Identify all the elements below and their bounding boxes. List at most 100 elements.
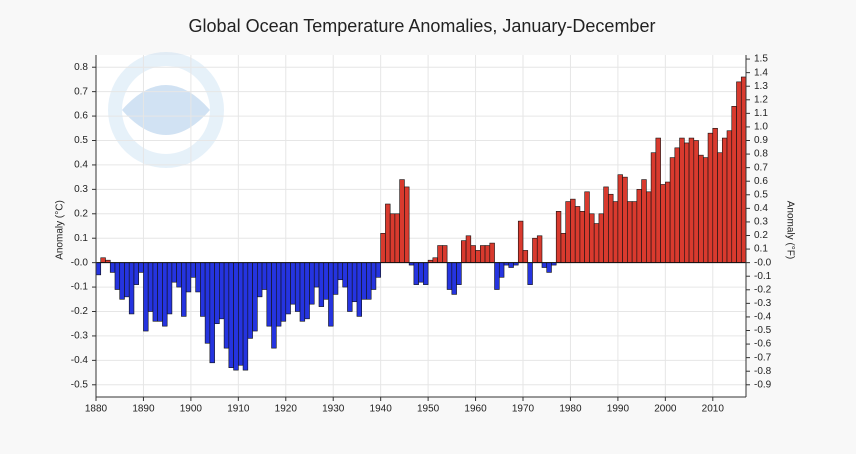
x-tick-label: 1950 <box>417 404 440 415</box>
bar <box>740 76 747 263</box>
x-tick-label: 1920 <box>275 404 298 415</box>
x-tick-label: 1990 <box>607 404 630 415</box>
y2-tick-label: -0.8 <box>754 366 772 377</box>
bar <box>389 213 396 263</box>
chart-title: Global Ocean Temperature Anomalies, Janu… <box>189 16 656 36</box>
y-tick-label: 0.4 <box>74 160 88 171</box>
y-tick-label: -0.0 <box>71 257 89 268</box>
bar <box>228 262 234 368</box>
bar <box>242 262 249 371</box>
y2-tick-label: -0.5 <box>754 325 772 336</box>
bar <box>313 262 320 288</box>
bar <box>631 201 638 263</box>
bar <box>641 179 647 263</box>
bar <box>593 223 600 263</box>
bar <box>332 262 339 295</box>
bar <box>598 213 604 263</box>
bar <box>693 140 699 263</box>
bar <box>114 262 121 290</box>
noaa-logo <box>108 52 224 168</box>
bar <box>266 262 272 327</box>
bar <box>484 245 491 263</box>
bar <box>328 262 334 327</box>
y2-axis-label: Anomaly (°F) <box>784 201 795 259</box>
bar <box>650 152 657 263</box>
bar <box>702 157 709 263</box>
bar <box>489 242 495 263</box>
y2-tick-label: -0.1 <box>754 271 772 282</box>
bar <box>294 262 301 312</box>
bar <box>717 152 723 263</box>
bar <box>366 262 372 300</box>
bar <box>655 137 661 263</box>
bar <box>480 245 486 263</box>
y-tick-label: 0.7 <box>74 86 88 97</box>
y2-tick-label: -0.3 <box>754 298 772 309</box>
bar <box>109 262 116 273</box>
bar <box>475 250 481 263</box>
bar <box>565 201 571 263</box>
y-tick-label: -0.1 <box>71 282 89 293</box>
bar <box>622 176 628 263</box>
x-tick-label: 1970 <box>512 404 535 415</box>
bar <box>494 262 500 290</box>
bar <box>195 262 201 293</box>
bar <box>394 213 400 263</box>
y2-tick-label: 1.5 <box>754 54 768 65</box>
bar <box>522 250 529 263</box>
bar <box>342 262 348 288</box>
y2-tick-label: -0.4 <box>754 312 772 323</box>
bar <box>290 262 296 305</box>
bar <box>214 262 220 325</box>
bar <box>536 235 543 263</box>
bar <box>636 189 642 263</box>
bar <box>413 262 419 285</box>
bar <box>100 257 106 263</box>
bar <box>119 262 125 300</box>
bar <box>432 257 438 263</box>
y2-tick-label: 0.9 <box>754 135 768 146</box>
bar <box>275 262 282 327</box>
bar <box>399 179 405 263</box>
bar <box>375 262 381 278</box>
bar <box>679 137 685 263</box>
bar <box>257 262 263 298</box>
bar <box>707 132 714 263</box>
bar <box>736 81 742 263</box>
bar <box>204 262 211 344</box>
bar <box>171 262 177 283</box>
y-tick-label: 0.5 <box>74 135 88 146</box>
y2-tick-label: 0.6 <box>754 176 768 187</box>
bar <box>726 130 733 263</box>
y2-tick-label: -0.9 <box>754 379 772 390</box>
bar <box>304 262 310 320</box>
bar <box>361 262 367 300</box>
bar <box>166 262 173 315</box>
bar <box>200 262 206 317</box>
y-tick-label: 0.6 <box>74 111 88 122</box>
bar <box>684 142 690 263</box>
bar <box>541 262 548 268</box>
bar <box>185 262 192 293</box>
y2-tick-label: 1.4 <box>754 67 768 78</box>
bar <box>712 127 718 263</box>
bar <box>437 245 443 263</box>
bar <box>157 262 163 322</box>
bar <box>665 181 671 263</box>
bar <box>238 262 244 366</box>
bar <box>152 262 158 322</box>
bar <box>147 262 154 312</box>
bar <box>356 262 362 317</box>
bar <box>574 206 581 263</box>
x-tick-label: 1980 <box>559 404 582 415</box>
bar <box>418 262 424 283</box>
bar <box>404 186 410 263</box>
bar <box>233 262 239 371</box>
y-tick-label: 0.1 <box>74 233 88 244</box>
y2-tick-label: 0.2 <box>754 230 768 241</box>
y2-tick-label: 0.4 <box>754 203 768 214</box>
bar <box>688 137 695 263</box>
y-tick-label: 0.2 <box>74 208 88 219</box>
x-tick-label: 1880 <box>85 404 108 415</box>
bar <box>456 262 462 285</box>
